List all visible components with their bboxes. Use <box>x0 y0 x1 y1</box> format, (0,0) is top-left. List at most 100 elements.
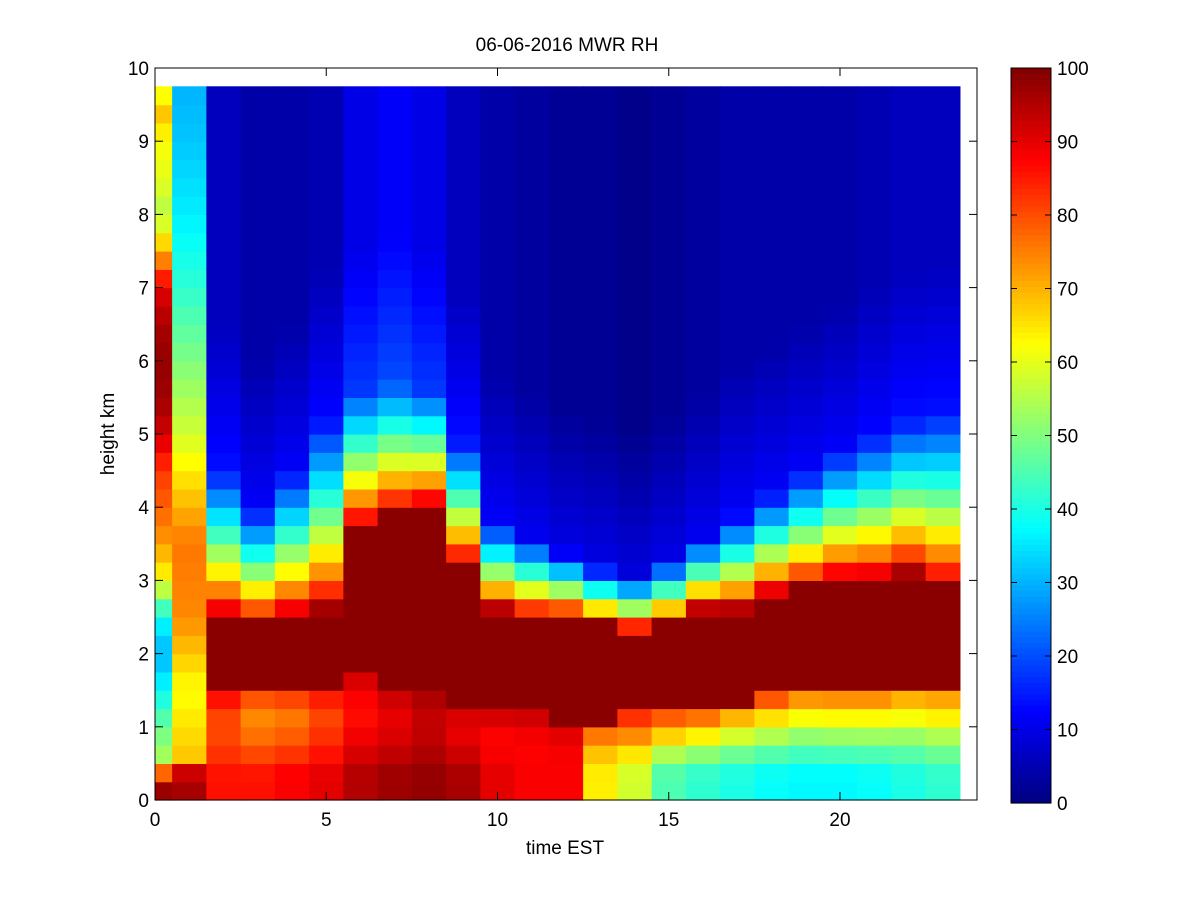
heatmap-cell <box>720 287 755 307</box>
heatmap-cell <box>172 324 207 344</box>
heatmap-cell <box>583 726 618 746</box>
heatmap-cell <box>925 251 961 270</box>
heatmap-cell <box>206 635 242 655</box>
colorbar-segment <box>1011 343 1051 350</box>
heatmap-cell <box>206 251 242 270</box>
heatmap-cell <box>548 617 584 636</box>
heatmap-cell <box>925 745 961 764</box>
heatmap-cell <box>411 708 447 728</box>
heatmap-cell <box>309 617 344 636</box>
heatmap-cell <box>720 671 755 691</box>
heatmap-cell <box>206 360 242 380</box>
heatmap-cell <box>548 708 584 728</box>
colorbar-tick-label: 50 <box>1057 427 1078 448</box>
heatmap-cell <box>617 745 653 764</box>
heatmap-cell <box>788 781 824 801</box>
heatmap-cell <box>822 488 858 508</box>
colorbar-tick-label: 70 <box>1057 280 1078 301</box>
colorbar-segment <box>1011 418 1051 425</box>
heatmap-cell <box>720 617 755 636</box>
heatmap-cell <box>446 580 481 600</box>
heatmap-cell <box>617 342 653 362</box>
heatmap-cell <box>754 214 790 234</box>
heatmap-cell <box>480 324 516 344</box>
colorbar-segment <box>1011 177 1051 184</box>
heatmap-cell <box>155 781 173 801</box>
colorbar-segment <box>1011 251 1051 259</box>
heatmap-cell <box>925 379 961 398</box>
heatmap-cell <box>925 232 961 252</box>
colorbar-segment <box>1011 527 1051 534</box>
heatmap-cell <box>446 415 481 435</box>
heatmap-cell <box>274 434 310 453</box>
y-tick-label: 6 <box>138 352 149 373</box>
y-axis-ticks: 0 1 2 3 4 5 6 7 8 9 10 <box>128 59 977 812</box>
heatmap-cell <box>206 122 242 142</box>
heatmap-cell <box>240 232 276 252</box>
heatmap-cell <box>343 269 379 289</box>
heatmap-cell <box>754 470 790 490</box>
heatmap-cell <box>754 726 790 746</box>
heatmap-cell <box>274 379 310 398</box>
y-tick-label: 8 <box>138 205 149 226</box>
heatmap-cell <box>617 617 653 636</box>
colorbar-segment <box>1011 223 1051 230</box>
heatmap-cell <box>240 159 276 179</box>
heatmap-cell <box>309 452 344 472</box>
heatmap-cell <box>651 470 687 490</box>
colorbar-segment <box>1011 412 1051 419</box>
heatmap-cell <box>411 653 447 673</box>
heatmap-cell <box>617 104 653 124</box>
heatmap-cell <box>274 525 310 545</box>
heatmap-cell <box>206 543 242 563</box>
heatmap-cell <box>891 452 927 472</box>
heatmap-cell <box>857 580 892 600</box>
heatmap-cell <box>411 690 447 710</box>
heatmap-cell <box>548 525 584 545</box>
colorbar-segment <box>1011 722 1051 729</box>
heatmap-cell <box>240 86 276 106</box>
heatmap-cell <box>377 379 413 398</box>
heatmap-cell <box>583 671 618 691</box>
heatmap-cell <box>754 434 790 453</box>
heatmap-cell <box>446 214 481 234</box>
heatmap-cell <box>788 269 824 289</box>
colorbar-segment <box>1011 73 1051 81</box>
heatmap-cell <box>788 562 824 581</box>
heatmap-cell <box>155 415 173 435</box>
heatmap-cell <box>857 287 892 307</box>
heatmap-cell <box>720 726 755 746</box>
heatmap-cell <box>480 379 516 398</box>
heatmap-cell <box>480 122 516 142</box>
heatmap-cell <box>240 580 276 600</box>
heatmap-cell <box>788 104 824 124</box>
heatmap-cell <box>788 86 824 106</box>
heatmap-cell <box>857 415 892 435</box>
heatmap-cell <box>720 86 755 106</box>
heatmap-cell <box>480 488 516 508</box>
colorbar-segment <box>1011 602 1051 609</box>
heatmap-cell <box>617 177 653 197</box>
heatmap-cell <box>411 214 447 234</box>
heatmap-cell <box>891 562 927 581</box>
heatmap-cell <box>925 214 961 234</box>
heatmap-cell <box>857 324 892 344</box>
heatmap-cell <box>514 507 550 527</box>
heatmap-cell <box>651 781 687 801</box>
colorbar-segment <box>1011 768 1051 775</box>
heatmap-cell <box>583 397 618 417</box>
heatmap-cell <box>274 177 310 197</box>
heatmap-cell <box>617 287 653 307</box>
colorbar-segment <box>1011 349 1051 356</box>
heatmap-cell <box>857 470 892 490</box>
heatmap-cell <box>480 104 516 124</box>
heatmap-cell <box>411 452 447 472</box>
heatmap-cell <box>720 122 755 142</box>
heatmap-cell <box>274 196 310 215</box>
heatmap-cell <box>155 653 173 673</box>
colorbar-segment <box>1011 154 1051 161</box>
heatmap-cell <box>583 360 618 380</box>
heatmap-cell <box>274 671 310 691</box>
heatmap-cell <box>788 726 824 746</box>
heatmap-cell <box>240 507 276 527</box>
